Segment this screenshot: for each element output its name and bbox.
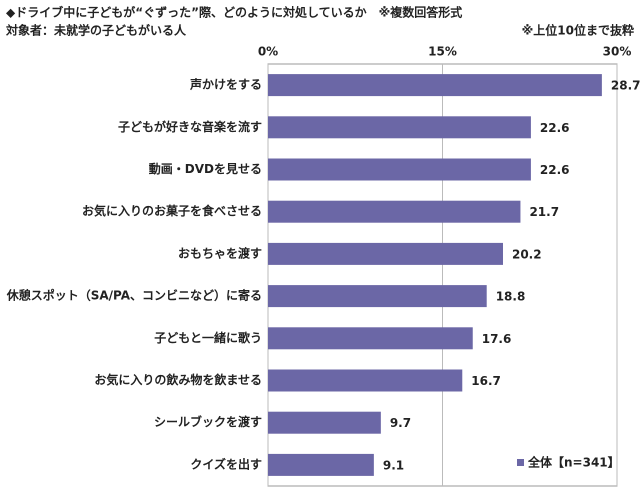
value-label: 17.6: [482, 332, 512, 346]
bar: [268, 411, 381, 434]
y-tick-label: 休憩スポット（SA/PA、コンビニなど）に寄る: [6, 288, 262, 303]
y-tick-label: お気に入りのお菓子を食べさせる: [82, 203, 262, 218]
bar: [268, 74, 602, 97]
value-label: 18.8: [496, 290, 526, 304]
bar: [268, 285, 487, 308]
y-tick-label: お気に入りの飲み物を飲ませる: [94, 372, 262, 387]
value-label: 28.7: [611, 79, 640, 93]
y-tick-label: おもちゃを渡す: [178, 245, 262, 260]
bar: [268, 200, 521, 223]
y-tick-label: クイズを出す: [190, 456, 262, 471]
x-tick-label: 0%: [258, 45, 278, 59]
y-tick-label: 子どもが好きな音楽を流す: [118, 119, 262, 134]
value-label: 16.7: [471, 374, 501, 388]
bar: [268, 116, 531, 139]
chart-subtitle: 対象者：未就学の子どもがいる人: [5, 23, 187, 38]
value-label: 21.7: [529, 205, 559, 219]
value-label: 9.1: [383, 458, 404, 472]
y-tick-label: 動画・DVDを見せる: [149, 161, 262, 176]
bar: [268, 327, 473, 350]
bar: [268, 369, 463, 392]
y-tick-label: 声かけをする: [189, 77, 262, 92]
legend-swatch: [517, 459, 524, 466]
chart-note: ※上位10位まで抜粋: [522, 23, 634, 38]
x-tick-label: 15%: [428, 45, 457, 59]
value-label: 22.6: [540, 163, 570, 177]
legend-label: 全体【n=341】: [527, 455, 620, 470]
value-label: 22.6: [540, 121, 570, 135]
bar: [268, 453, 374, 476]
chart-title: ◆ドライブ中に子どもが“ぐずった”際、どのように対処しているか ※複数回答形式: [6, 5, 462, 20]
value-label: 20.2: [512, 247, 542, 261]
bar: [268, 158, 531, 181]
x-tick-label: 30%: [603, 45, 632, 59]
y-tick-label: 子どもと一緒に歌う: [154, 330, 262, 345]
y-tick-label: シールブックを渡す: [154, 414, 262, 429]
bar: [268, 242, 503, 265]
value-label: 9.7: [390, 416, 411, 430]
